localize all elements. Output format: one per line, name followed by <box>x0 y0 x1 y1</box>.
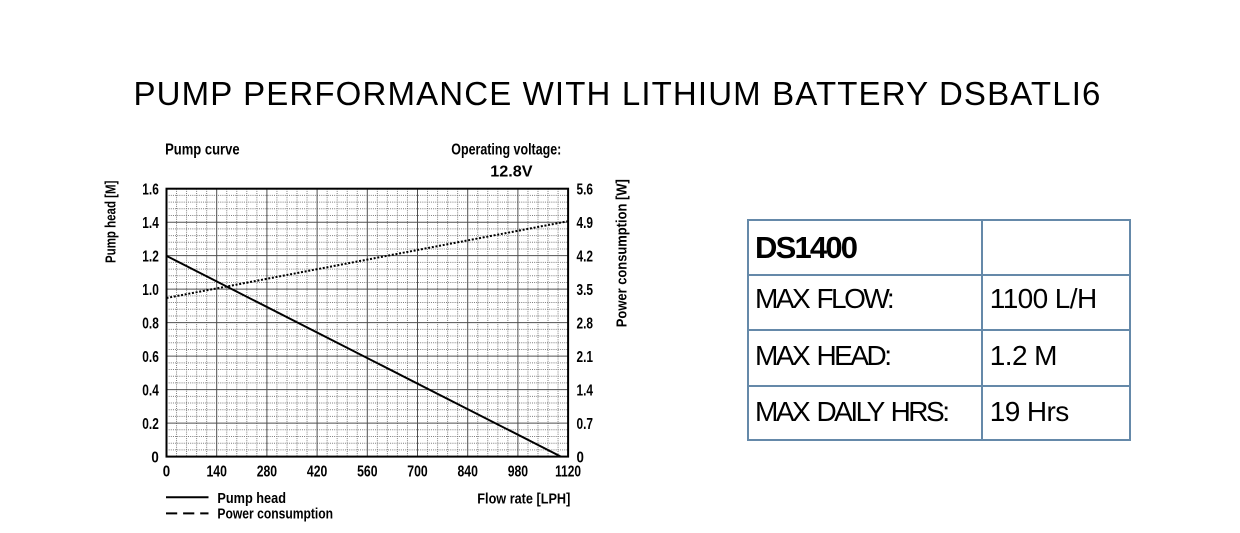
svg-text:Power consumption [W]: Power consumption [W] <box>615 179 631 327</box>
svg-text:4.2: 4.2 <box>577 248 594 265</box>
svg-text:Pump head: Pump head <box>217 491 286 507</box>
svg-text:0: 0 <box>577 449 584 466</box>
svg-text:0.6: 0.6 <box>142 349 159 366</box>
svg-text:980: 980 <box>508 464 528 481</box>
svg-text:4.9: 4.9 <box>577 215 594 232</box>
svg-text:1.2: 1.2 <box>142 248 159 265</box>
svg-text:1.6: 1.6 <box>142 182 159 199</box>
svg-text:0.2: 0.2 <box>142 416 159 433</box>
svg-text:3.5: 3.5 <box>577 282 594 299</box>
svg-text:1.4: 1.4 <box>142 215 159 232</box>
svg-text:0: 0 <box>151 449 158 466</box>
svg-text:Flow rate [LPH]: Flow rate [LPH] <box>477 492 570 508</box>
svg-text:1.0: 1.0 <box>142 282 159 299</box>
svg-text:2.1: 2.1 <box>577 349 594 366</box>
svg-text:Operating voltage:: Operating voltage: <box>451 142 561 159</box>
svg-text:Power consumption: Power consumption <box>217 507 333 523</box>
svg-text:0: 0 <box>163 464 170 481</box>
svg-text:5.6: 5.6 <box>577 182 594 199</box>
svg-text:280: 280 <box>257 464 277 481</box>
svg-text:560: 560 <box>357 464 377 481</box>
svg-text:140: 140 <box>207 464 227 481</box>
svg-text:1120: 1120 <box>555 464 581 481</box>
svg-text:700: 700 <box>407 464 427 481</box>
svg-text:420: 420 <box>307 464 327 481</box>
svg-text:0.4: 0.4 <box>142 382 159 399</box>
svg-text:Pump head [M]: Pump head [M] <box>104 180 120 263</box>
svg-text:1.4: 1.4 <box>577 382 594 399</box>
svg-text:0.7: 0.7 <box>577 416 594 433</box>
svg-text:12.8V: 12.8V <box>490 164 533 181</box>
svg-text:2.8: 2.8 <box>577 315 594 332</box>
svg-text:0.8: 0.8 <box>142 315 159 332</box>
svg-text:Pump curve: Pump curve <box>165 142 240 159</box>
svg-text:840: 840 <box>458 464 478 481</box>
